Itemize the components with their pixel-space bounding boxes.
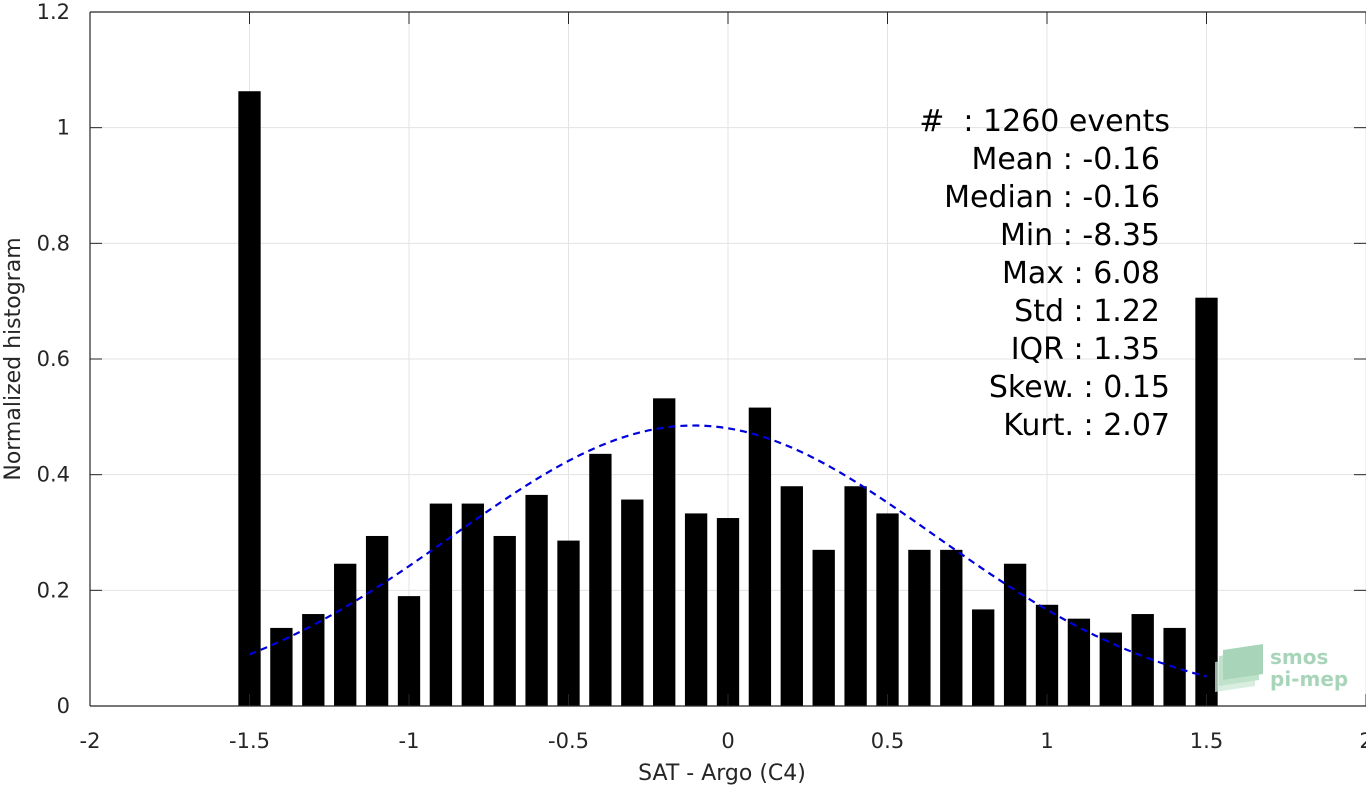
histogram-bar — [238, 91, 261, 706]
histogram-bar — [780, 486, 803, 706]
histogram-bar — [397, 596, 421, 706]
histogram-bar — [653, 398, 676, 706]
smos-pi-mep-logo: smos pi-mep — [1215, 644, 1348, 692]
stat-line: Max : 6.08 — [1002, 256, 1160, 291]
x-tick-label: -0.5 — [548, 729, 589, 753]
histogram-bar — [1035, 604, 1059, 706]
x-tick-label: 1.5 — [1190, 729, 1223, 753]
x-tick-label: 2 — [1359, 729, 1366, 753]
histogram-bar — [334, 563, 357, 706]
y-tick-label: 0 — [57, 694, 70, 718]
histogram-bar — [876, 513, 899, 706]
histogram-bar — [461, 503, 484, 706]
histogram-bar — [557, 540, 580, 706]
histogram-bar — [1099, 632, 1122, 706]
histogram-bar — [270, 627, 293, 706]
histogram-bar — [844, 486, 867, 706]
histogram-bar — [302, 614, 325, 706]
gaussian-fit-curve — [249, 424, 1207, 678]
x-tick-label: -1.5 — [229, 729, 270, 753]
y-tick-labels: 0 0.2 0.4 0.6 0.8 1 1.2 — [37, 0, 70, 718]
histogram-bar — [684, 513, 708, 706]
logo-text-pi-mep: pi-mep — [1270, 667, 1348, 691]
y-tick-label: 1.2 — [37, 0, 70, 24]
y-tick-label: 0.4 — [37, 463, 70, 487]
y-tick-label: 0.6 — [37, 347, 70, 371]
histogram-bar — [525, 494, 548, 706]
logo-mark-icon — [1215, 644, 1263, 692]
histogram-bar — [972, 609, 995, 706]
y-tick-label: 1 — [57, 116, 70, 140]
plot-axes — [89, 11, 1366, 707]
stat-line: Kurt. : 2.07 — [1003, 408, 1170, 443]
histogram-bar — [1131, 614, 1154, 706]
histogram-bar — [748, 407, 772, 706]
x-axis-label: SAT - Argo (C4) — [638, 761, 806, 786]
stat-line: Mean : -0.16 — [971, 142, 1160, 177]
stat-line: Median : -0.16 — [944, 180, 1160, 215]
y-axis-label: Normalized histogram — [1, 237, 26, 480]
x-tick-label: 0.5 — [871, 729, 904, 753]
histogram-bar — [621, 499, 644, 706]
stat-line: Skew. : 0.15 — [989, 370, 1170, 405]
stat-line: Min : -8.35 — [1000, 218, 1160, 253]
x-tick-label: 1 — [1040, 729, 1053, 753]
x-tick-labels: -2 -1.5 -1 -0.5 0 0.5 1 1.5 2 — [80, 729, 1366, 753]
x-tick-label: 0 — [721, 729, 734, 753]
histogram-bar — [1195, 297, 1218, 706]
x-tick-label: -1 — [399, 729, 420, 753]
histogram-bar — [493, 535, 516, 706]
histogram-bar — [812, 549, 835, 706]
histogram-bar — [1003, 563, 1027, 706]
y-tick-label: 0.8 — [37, 231, 70, 255]
y-tick-label: 0.2 — [37, 578, 70, 602]
stat-line: # : 1260 events — [919, 104, 1170, 139]
histogram-bar — [589, 453, 612, 706]
histogram-bar — [908, 549, 931, 706]
histogram-bar — [716, 518, 740, 706]
histogram-bar — [1067, 618, 1091, 706]
logo-text-smos: smos — [1270, 645, 1328, 669]
x-tick-label: -2 — [80, 729, 101, 753]
stat-line: IQR : 1.35 — [1011, 332, 1160, 367]
histogram-bar — [365, 535, 389, 706]
stat-line: Std : 1.22 — [1014, 294, 1160, 329]
histogram-bar — [940, 549, 963, 706]
histogram-bars — [238, 91, 1218, 706]
histogram-bar — [429, 503, 453, 706]
